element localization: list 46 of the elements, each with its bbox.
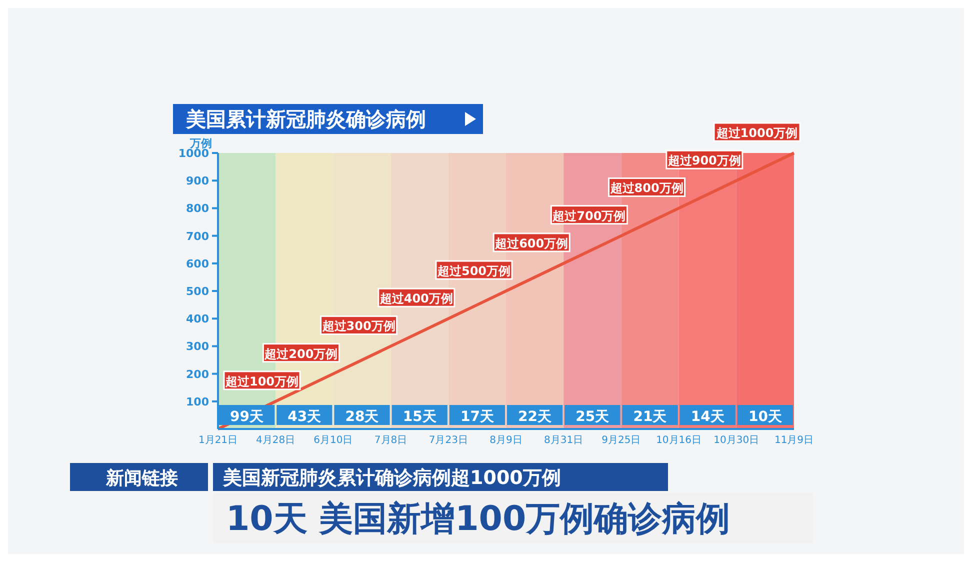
y-tick-label: 100 [186, 395, 210, 408]
data-label: 超过400万例 [378, 292, 453, 306]
x-tick-label: 11月9日 [774, 435, 814, 446]
band-label: 25天 [576, 409, 610, 425]
text: 10天 美国新增100万例确诊病例 [226, 499, 730, 539]
x-tick-label: 8月31日 [544, 435, 584, 446]
x-tick-label: 7月8日 [374, 435, 408, 446]
x-tick-label: 6月10日 [314, 435, 353, 446]
data-label: 超过1000万例 [715, 126, 798, 140]
x-tick-label: 10月16日 [656, 435, 702, 446]
data-label: 超过200万例 [264, 346, 338, 361]
x-tick-label: 7月23日 [428, 435, 468, 446]
band-label: 28天 [345, 409, 380, 425]
x-tick-label: 10月30日 [714, 435, 760, 446]
data-label: 超过900万例 [666, 154, 741, 168]
data-label: 超过300万例 [321, 319, 396, 334]
data-label: 超过800万例 [609, 181, 684, 196]
x-tick-label: 1月21日 [198, 435, 238, 446]
y-tick-label: 200 [186, 368, 210, 381]
y-tick-label: 800 [186, 202, 210, 216]
data-label: 超过600万例 [494, 236, 568, 250]
x-tick-label: 8月9日 [490, 435, 522, 446]
y-tick-label: 300 [186, 340, 210, 354]
x-tick-label: 4月28日 [256, 435, 296, 446]
band-label: 21天 [633, 409, 668, 425]
data-label: 超过100万例 [224, 374, 299, 388]
text: 新闻链接 [105, 468, 178, 489]
band-label: 10天 [748, 409, 783, 425]
band-label: 14天 [690, 409, 726, 425]
y-tick-label: 400 [186, 312, 210, 326]
text: 美国新冠肺炎累计确诊病例超1000万例 [222, 467, 561, 489]
band-label: 15天 [402, 409, 438, 425]
y-tick-label: 700 [186, 230, 210, 243]
band-label: 17天 [460, 409, 495, 425]
y-tick-label: 600 [186, 257, 210, 270]
line-series [216, 152, 796, 430]
data-label: 超过500万例 [436, 264, 511, 278]
y-axis-title: 万例 [189, 137, 212, 150]
y-tick-label: 500 [186, 285, 210, 298]
chart-title: 美国累计新冠肺炎确诊病例 [185, 107, 426, 131]
band-label: 99天 [230, 409, 265, 425]
y-tick-label: 900 [186, 174, 210, 188]
band-label: 43天 [288, 409, 322, 425]
data-label: 超过700万例 [552, 208, 626, 223]
x-tick-label: 9月25日 [602, 435, 641, 446]
band-label: 22天 [518, 409, 553, 425]
